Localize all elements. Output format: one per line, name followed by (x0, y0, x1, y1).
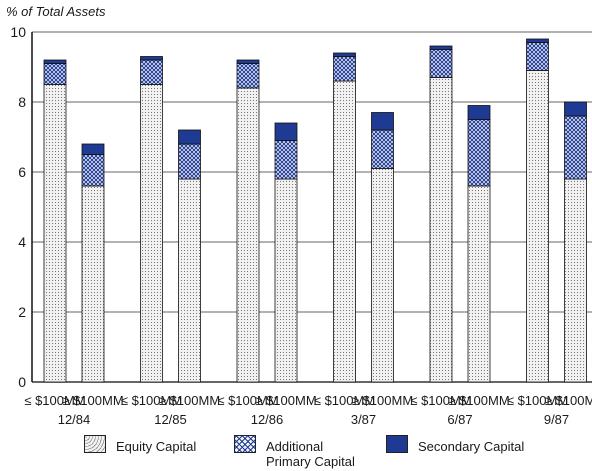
bar-segment-equity (467, 185, 491, 383)
bar-segment-equity (43, 84, 67, 383)
bar-segment-equity (236, 87, 260, 383)
bar-segment-equity (81, 185, 105, 383)
legend-item-secondary: Secondary Capital (386, 435, 524, 454)
bar-segment-secondary (333, 52, 356, 57)
legend-label-secondary: Secondary Capital (418, 439, 525, 454)
bar-segment-additional-primary (526, 42, 549, 71)
bar-segment-equity (526, 70, 549, 383)
bar-size-label: ≥ $100MM (352, 393, 413, 408)
legend: Equity Capital Additional Primary Capita… (84, 435, 584, 469)
bars (43, 38, 587, 383)
bar-segment-secondary (236, 59, 260, 64)
y-tick-label: 4 (18, 234, 26, 250)
bar-segment-secondary (274, 122, 298, 141)
category-labels: ≤ $100MM≥ $100MM≤ $100MM≥ $100MM≤ $100MM… (24, 393, 592, 427)
y-tick-label: 6 (18, 164, 26, 180)
group-date-label: 6/87 (447, 412, 472, 427)
bar-segment-equity (274, 178, 298, 383)
legend-swatch-additional-primary (234, 435, 256, 453)
group-date-label: 12/84 (58, 412, 91, 427)
bar-segment-secondary (429, 45, 453, 50)
bar-segment-additional-primary (43, 63, 67, 85)
axes: 0 2 4 6 8 10 (10, 24, 33, 390)
legend-swatch-equity (84, 435, 106, 453)
bar-segment-secondary (371, 112, 394, 131)
y-tick-label: 2 (18, 304, 26, 320)
group-date-label: 9/87 (544, 412, 569, 427)
bar-segment-equity (140, 84, 163, 383)
bar-size-label: ≤ $100MM (314, 393, 375, 408)
bar-segment-secondary (178, 129, 201, 145)
bar-segment-additional-primary (371, 129, 394, 169)
bar-size-label: ≥ $100MM (255, 393, 316, 408)
group-date-label: 12/86 (251, 412, 284, 427)
bar-segment-additional-primary (564, 115, 587, 180)
bar-segment-equity (371, 168, 394, 383)
bar-segment-additional-primary (429, 49, 453, 78)
bar-segment-secondary (526, 38, 549, 43)
bar-segment-secondary (81, 143, 105, 155)
bar-size-label: ≥ $100MM (545, 393, 592, 408)
bar-size-label: ≤ $100MM (507, 393, 568, 408)
bar-size-label: ≤ $100MM (217, 393, 278, 408)
bar-segment-equity (429, 77, 453, 383)
bar-segment-secondary (43, 59, 67, 64)
y-tick-label: 8 (18, 94, 26, 110)
bar-size-label: ≥ $100MM (62, 393, 123, 408)
bar-segment-equity (564, 178, 587, 383)
bar-segment-additional-primary (333, 56, 356, 82)
legend-label-equity: Equity Capital (116, 439, 197, 454)
bar-size-label: ≤ $100MM (24, 393, 85, 408)
bar-size-label: ≥ $100MM (448, 393, 509, 408)
bar-size-label: ≤ $100MM (121, 393, 182, 408)
bar-segment-equity (333, 80, 356, 383)
y-axis-title: % of Total Assets (6, 4, 106, 19)
legend-item-additional-primary: Additional Primary Capital (234, 435, 355, 469)
group-date-label: 3/87 (351, 412, 376, 427)
bar-segment-secondary (467, 105, 491, 120)
bar-segment-additional-primary (140, 59, 163, 85)
legend-label-additional-primary: Additional Primary Capital (266, 439, 355, 469)
bar-size-label: ≤ $100MM (410, 393, 471, 408)
bar-segment-additional-primary (467, 119, 491, 187)
bar-segment-additional-primary (81, 154, 105, 187)
group-date-label: 12/85 (154, 412, 187, 427)
bar-segment-secondary (564, 101, 587, 117)
gridlines (32, 31, 592, 383)
legend-swatch-secondary (386, 435, 408, 453)
bar-segment-equity (178, 178, 201, 383)
bar-segment-additional-primary (236, 63, 260, 89)
bar-segment-additional-primary (178, 143, 201, 180)
y-tick-label: 0 (18, 374, 26, 390)
bar-segment-secondary (140, 56, 163, 61)
y-tick-label: 10 (10, 24, 26, 40)
legend-item-equity: Equity Capital (84, 435, 196, 454)
bar-segment-additional-primary (274, 140, 298, 180)
bar-size-label: ≥ $100MM (159, 393, 220, 408)
